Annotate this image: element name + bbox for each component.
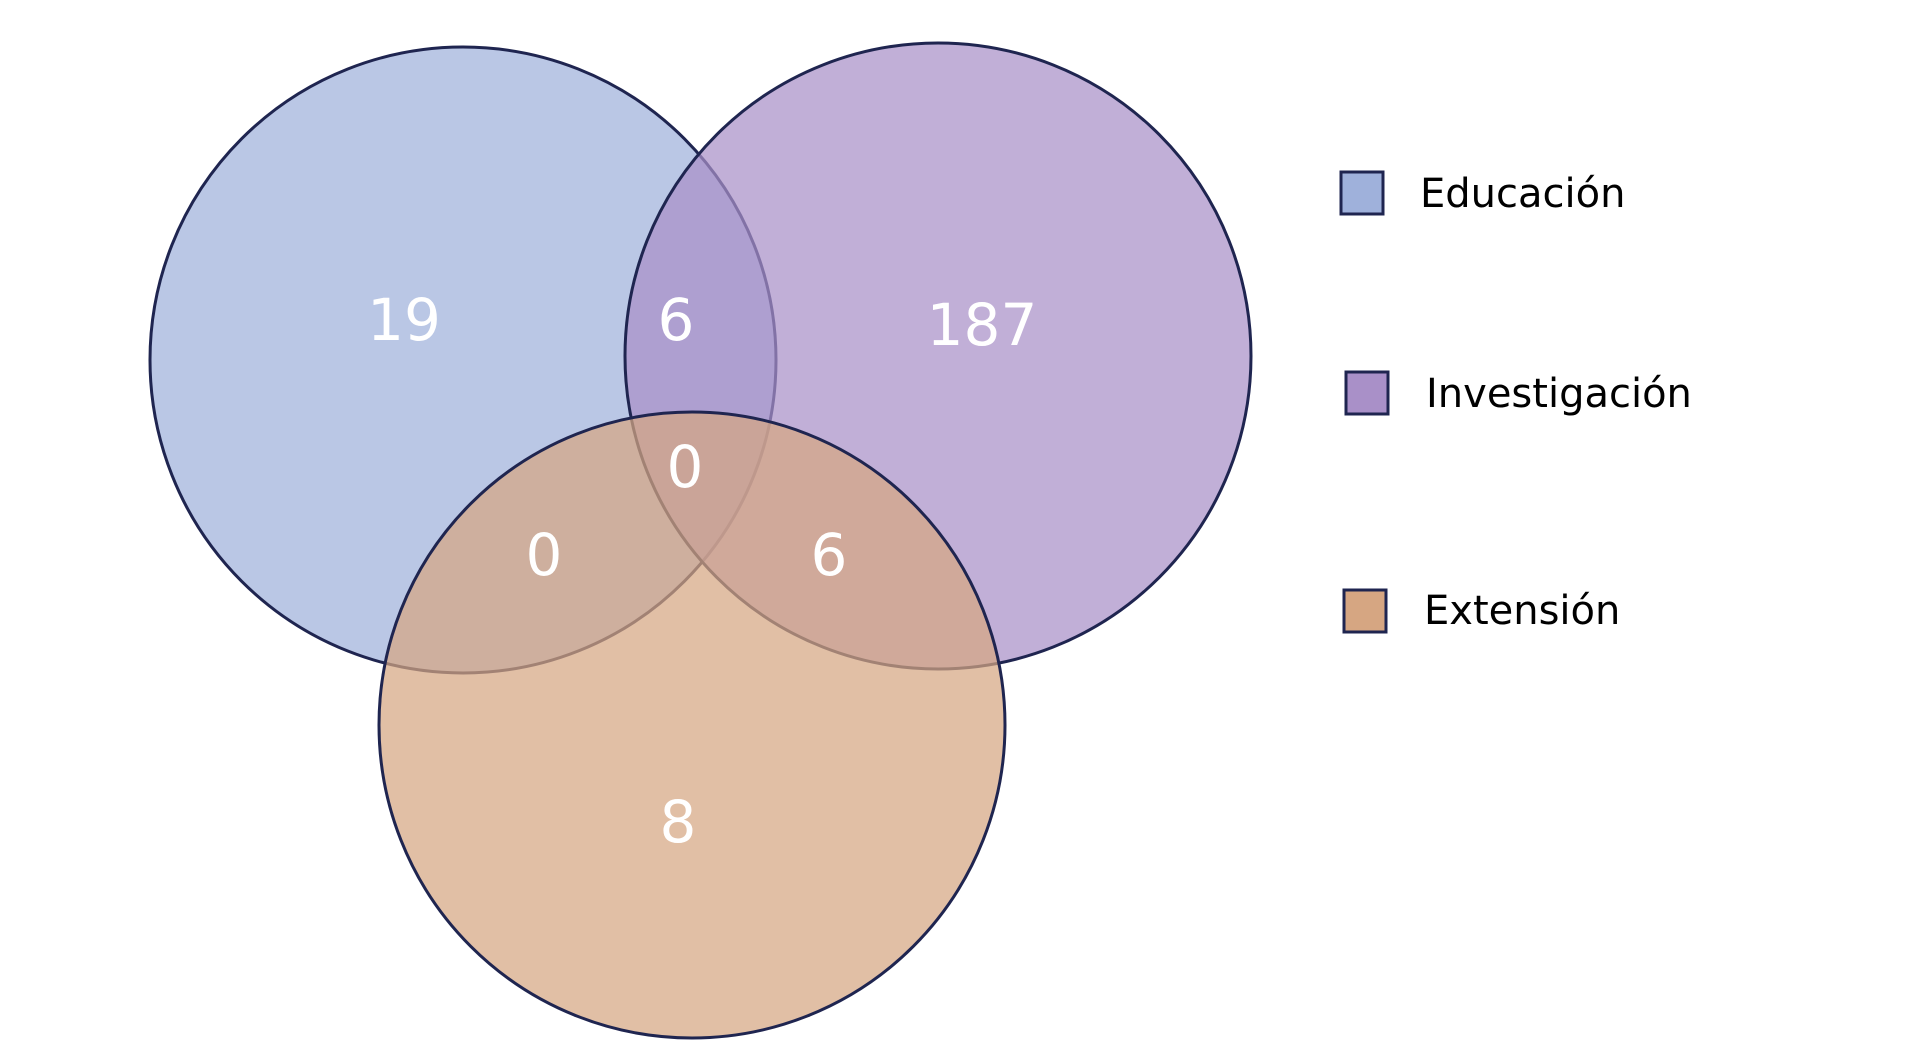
region-counts: 19 6 187 0 0 6 8 <box>367 286 1037 856</box>
legend-label-educacion: Educación <box>1420 171 1625 217</box>
legend-swatch-extension <box>1342 588 1388 634</box>
count-investigacion-extension: 6 <box>811 521 848 589</box>
count-educacion-investigacion: 6 <box>658 286 695 354</box>
legend-label-investigacion: Investigación <box>1426 371 1692 417</box>
extension-circle <box>377 410 1007 1040</box>
count-all-three: 0 <box>667 433 704 501</box>
set-circles <box>148 41 1253 1040</box>
count-extension-only: 8 <box>660 788 697 856</box>
count-educacion-only: 19 <box>367 286 441 354</box>
legend-label-extension: Extensión <box>1424 588 1620 634</box>
legend-swatch-investigacion <box>1344 370 1390 416</box>
count-educacion-extension: 0 <box>526 521 563 589</box>
legend: Educación Investigación Extensión <box>1339 170 1692 634</box>
legend-item-educacion: Educación <box>1339 170 1625 217</box>
legend-item-investigacion: Investigación <box>1344 370 1692 417</box>
legend-swatch-educacion <box>1339 170 1385 216</box>
legend-item-extension: Extensión <box>1342 588 1620 634</box>
count-investigacion-only: 187 <box>927 291 1038 359</box>
